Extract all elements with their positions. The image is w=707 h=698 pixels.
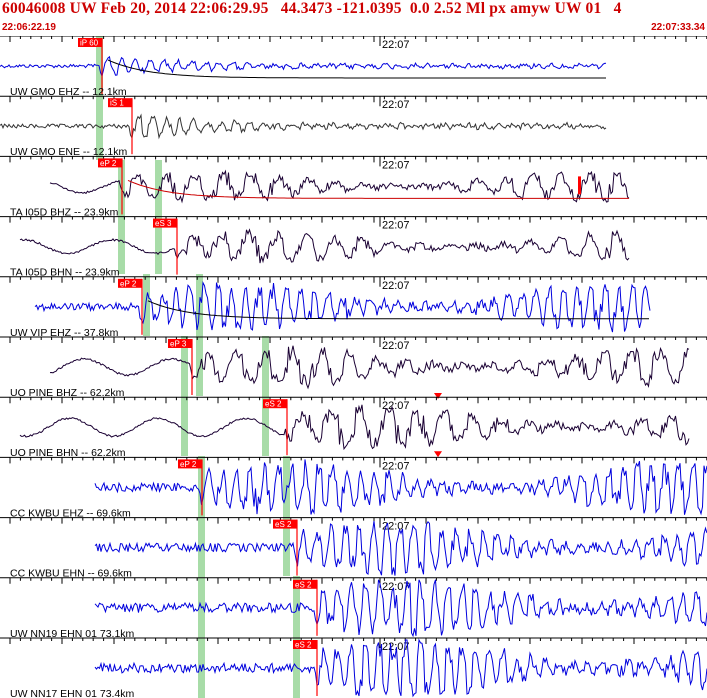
station-label: UO PINE BHN -- 62.2km xyxy=(10,447,126,459)
coda-decay-curve xyxy=(127,179,629,199)
pick-flag xyxy=(178,459,202,469)
pick-band xyxy=(198,456,205,698)
pick-label: eP 2 xyxy=(180,460,197,469)
seismogram-traces[interactable]: 22:07 iP 60 UW GMO EHZ -- 12.1km 22:07 iS 1 U… xyxy=(0,36,707,698)
pick-label: eP 2 xyxy=(120,279,137,288)
station-label: UW GMO ENE -- 12.1km xyxy=(10,146,128,158)
pick-label: eS 2 xyxy=(295,580,312,589)
station-label: UW NN17 EHN 01 73.4km xyxy=(10,688,135,698)
event-header: 60046008 UW Feb 20, 2014 22:06:29.95 44.… xyxy=(0,0,707,38)
pick-flag xyxy=(108,98,132,108)
waveform-trace xyxy=(94,638,707,698)
station-label: UO PINE BHZ -- 62.2km xyxy=(10,387,125,399)
pick-flag xyxy=(273,519,297,529)
waveform-trace xyxy=(49,169,630,204)
pick-label: eP 3 xyxy=(170,340,187,349)
station-label: TA I05D BHZ -- 23.9km xyxy=(10,206,119,218)
amplitude-marker xyxy=(434,451,442,458)
minute-tick-label: 22:07 xyxy=(382,340,410,352)
minute-tick-label: 22:07 xyxy=(382,641,410,653)
waveform-trace xyxy=(0,113,607,140)
pick-band xyxy=(196,274,203,396)
pick-label: iP 60 xyxy=(80,39,99,48)
minute-tick-label: 22:07 xyxy=(382,280,410,292)
pick-band xyxy=(262,336,269,456)
pick-flag xyxy=(293,640,317,649)
waveform-trace xyxy=(19,404,690,451)
pick-band xyxy=(293,576,300,698)
station-label: TA I05D BHN -- 23.9km xyxy=(10,267,120,279)
end-time-label: 22:07:33.34 xyxy=(651,22,705,33)
pick-label: eS 3 xyxy=(155,219,172,228)
pick-band xyxy=(96,36,103,160)
station-label: CC KWBU EHZ -- 69.6km xyxy=(10,507,131,519)
waveform-trace xyxy=(19,228,630,264)
pick-flag xyxy=(293,579,317,589)
minute-tick-label: 22:07 xyxy=(382,159,410,171)
minute-tick-label: 22:07 xyxy=(382,39,410,51)
pick-band xyxy=(283,456,290,576)
waveform-trace xyxy=(34,281,651,333)
minute-tick-label: 22:07 xyxy=(382,220,410,232)
coda-end-marker xyxy=(578,176,581,195)
start-time-label: 22:06:22.19 xyxy=(2,22,56,33)
station-label: CC KWBU EHN -- 69.6km xyxy=(10,568,132,580)
event-title: 60046008 UW Feb 20, 2014 22:06:29.95 44.… xyxy=(2,0,622,17)
station-label: UW NN19 EHN 01 73.1km xyxy=(10,628,135,640)
waveform-trace xyxy=(0,55,607,78)
pick-label: eP 2 xyxy=(100,159,117,168)
pick-flag xyxy=(78,38,102,47)
pick-flag xyxy=(153,218,177,228)
pick-band xyxy=(143,274,150,336)
pick-label: iS 1 xyxy=(110,99,124,108)
minute-tick-label: 22:07 xyxy=(382,99,410,111)
pick-flag xyxy=(118,278,142,288)
coda-decay-curve xyxy=(147,300,649,320)
pick-label: eS 2 xyxy=(295,641,312,650)
pick-flag xyxy=(98,158,122,168)
waveform-trace xyxy=(94,579,707,638)
station-label: UW VIP EHZ -- 37.8km xyxy=(10,327,119,339)
pick-flag xyxy=(168,339,192,348)
minute-tick-label: 22:07 xyxy=(382,581,410,593)
pick-band xyxy=(181,336,188,456)
minute-tick-label: 22:07 xyxy=(382,400,410,412)
amplitude-marker xyxy=(434,393,442,399)
station-label: UW GMO EHZ -- 12.1km xyxy=(10,86,127,98)
waveform-trace xyxy=(94,459,707,516)
pick-label: eS 2 xyxy=(265,400,282,409)
pick-label: eS 2 xyxy=(275,520,292,529)
waveform-trace xyxy=(49,345,690,390)
coda-decay-curve xyxy=(107,59,606,79)
minute-tick-label: 22:07 xyxy=(382,460,410,472)
waveform-trace xyxy=(94,520,707,576)
pick-flag xyxy=(263,399,287,409)
